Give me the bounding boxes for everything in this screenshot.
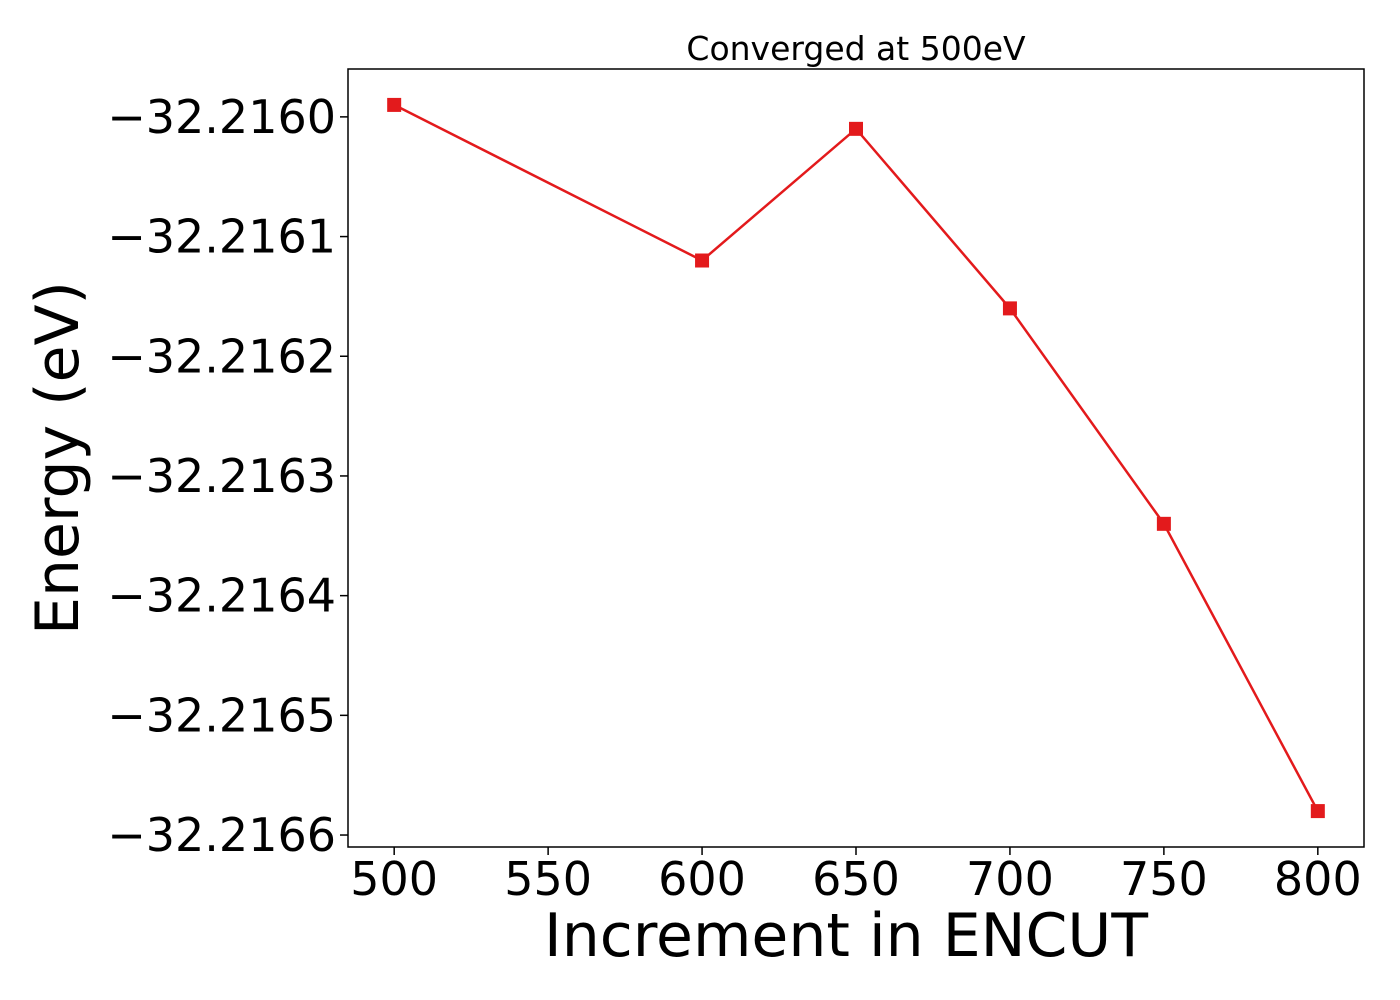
- y-tick-label: −32.2162: [107, 329, 336, 383]
- data-point-marker: [1156, 516, 1171, 531]
- plot-frame: [347, 68, 1365, 848]
- y-tick-label: −32.2163: [107, 449, 336, 503]
- x-tick-label: 650: [812, 852, 900, 906]
- y-tick-label: −32.2160: [107, 90, 336, 144]
- x-axis-label: Increment in ENCUT: [544, 901, 1148, 971]
- series-layer: [387, 97, 1325, 819]
- y-axis-label: Energy (eV): [23, 281, 93, 635]
- plot-axes: 500 550 600 650 700 750 800 −32.2160 −32.2161 −32…: [107, 90, 1361, 906]
- data-point-marker: [1002, 301, 1017, 316]
- data-point-marker: [849, 121, 863, 136]
- x-tick-label: 800: [1274, 852, 1362, 906]
- y-tick-label: −32.2165: [107, 688, 336, 742]
- data-point-marker: [387, 97, 402, 112]
- y-tick-label: −32.2164: [107, 569, 336, 623]
- x-tick-label: 750: [1120, 852, 1208, 906]
- y-tick-label: −32.2161: [107, 210, 336, 264]
- x-tick-label: 600: [658, 852, 746, 906]
- x-tick-label: 550: [504, 852, 592, 906]
- chart-title: Converged at 500eV: [686, 29, 1026, 68]
- x-tick-label: 500: [350, 852, 438, 906]
- data-point-marker: [1310, 804, 1325, 819]
- y-tick-label: −32.2166: [107, 808, 336, 862]
- x-tick-label: 700: [966, 852, 1054, 906]
- series-line: [393, 103, 1319, 812]
- data-point-marker: [695, 253, 710, 268]
